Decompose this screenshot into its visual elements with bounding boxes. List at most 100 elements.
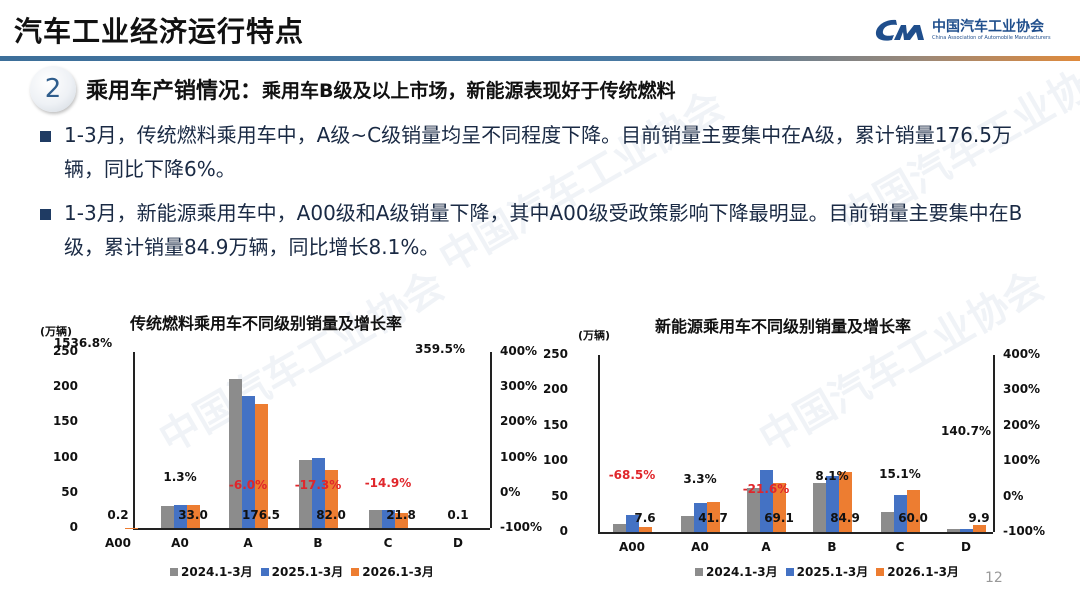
data-value-label: 21.8 (386, 508, 416, 522)
bar-2026 (638, 526, 652, 532)
y-tick-label: 0 (559, 524, 568, 538)
x-category-label: A (761, 540, 771, 554)
y2-tick-label: 200% (1003, 417, 1041, 432)
y-axis-left (133, 352, 135, 528)
bar-2024 (298, 460, 312, 528)
x-category-label: A (243, 536, 253, 550)
growth-rate-label: 3.3% (683, 472, 717, 486)
growth-rate-label: -21.6% (742, 482, 790, 496)
legend-item: 2026.1-3月 (351, 563, 434, 580)
chart-legend: 2024.1-3月 2025.1-3月 2026.1-3月 (695, 563, 967, 580)
legend-label: 2026.1-3月 (887, 565, 959, 579)
bar-2025 (173, 505, 187, 528)
x-axis (598, 532, 993, 534)
legend-swatch-icon (876, 567, 885, 576)
legend-item: 2026.1-3月 (876, 563, 959, 580)
x-category-label: D (961, 540, 971, 554)
legend-label: 2024.1-3月 (181, 565, 253, 579)
data-value-label: 82.0 (316, 508, 346, 522)
bar-2025 (311, 458, 325, 528)
growth-rate-label: 1.3% (163, 470, 197, 484)
bar-2025 (759, 469, 773, 532)
data-value-label: 41.7 (698, 511, 728, 525)
data-value-label: 69.1 (764, 511, 794, 525)
y-axis-right (490, 352, 492, 528)
logo-english-name: China Association of Automobile Manufact… (932, 34, 1051, 41)
legend-swatch-icon (351, 567, 360, 576)
y-tick-label: 50 (61, 484, 78, 499)
y-tick-label: 100 (542, 453, 568, 468)
y-tick-label: 150 (542, 417, 568, 432)
bullet-item: 1-3月，新能源乘用车中，A00级和A级销量下降，其中A00级受政策影响下降最明… (38, 196, 1048, 264)
section-heading: 2 乘用车产销情况： 乘用车B级及以上市场，新能源表现好于传统燃料 (30, 66, 676, 112)
y2-tick-label: 200% (500, 414, 538, 429)
legend-label: 2025.1-3月 (271, 565, 344, 579)
bar-2026 (254, 403, 268, 528)
y-axis-right (993, 355, 995, 532)
bullet-square-icon (40, 209, 51, 220)
legend-swatch-icon (695, 567, 703, 576)
header-divider (0, 56, 1080, 61)
growth-rate-label: 8.1% (815, 469, 849, 483)
data-value-label: 176.5 (242, 508, 280, 522)
y-tick-label: 0 (69, 520, 78, 534)
y-tick-label: 100 (52, 449, 78, 464)
bar-2025 (625, 514, 639, 532)
bar-2025 (893, 495, 907, 532)
data-value-label: 0.2 (107, 508, 129, 522)
legend-swatch-icon (170, 567, 178, 576)
bar-2026 (706, 502, 720, 532)
data-value-label: 33.0 (178, 508, 208, 522)
y-tick-label: 250 (542, 347, 568, 361)
data-value-label: 7.6 (634, 511, 656, 525)
y-tick-label: 200 (542, 382, 568, 397)
section-subtitle: 乘用车B级及以上市场，新能源表现好于传统燃料 (262, 79, 676, 102)
growth-rate-label: 140.7% (941, 424, 991, 438)
legend-swatch-icon (260, 567, 269, 576)
chart-title: 新能源乘用车不同级别销量及增长率 (655, 317, 912, 336)
growth-rate-label: -68.5% (608, 468, 656, 482)
x-category-label: A00 (619, 540, 645, 554)
bar-2024 (160, 506, 174, 528)
y2-tick-label: 0% (1003, 488, 1024, 503)
bar-2025 (959, 529, 973, 532)
bullet-text: 1-3月，传统燃料乘用车中，A级~C级销量均呈不同程度下降。目前销量主要集中在A… (64, 123, 1013, 181)
y-tick-label: 200 (52, 379, 78, 394)
y2-tick-label: -100% (500, 520, 543, 534)
bar-2025 (241, 395, 255, 528)
bar-2024 (228, 379, 242, 528)
section-number-badge: 2 (30, 66, 76, 112)
bullet-list: 1-3月，传统燃料乘用车中，A级~C级销量均呈不同程度下降。目前销量主要集中在A… (38, 118, 1048, 274)
bar-2025 (693, 503, 707, 532)
legend-label: 2024.1-3月 (706, 565, 778, 579)
bar-2026 (772, 483, 786, 532)
y-axis-left (598, 355, 600, 532)
data-value-label: 84.9 (830, 511, 860, 525)
y-tick-label: 250 (52, 344, 78, 358)
growth-rate-label: 359.5% (415, 342, 465, 356)
growth-rate-label: -6.0% (228, 478, 268, 492)
y2-tick-label: 100% (500, 449, 538, 464)
data-value-label: 60.0 (898, 511, 928, 525)
y2-tick-label: -100% (1003, 524, 1046, 538)
bar-2024 (612, 523, 626, 532)
bar-2026 (186, 504, 200, 528)
bar-2024 (680, 515, 694, 532)
bar-2024 (880, 512, 894, 532)
y2-tick-label: 400% (1003, 347, 1041, 361)
bar-2026 (394, 512, 408, 528)
x-category-label: A0 (171, 536, 189, 550)
growth-rate-label: 1536.8% (53, 336, 113, 350)
bar-2026 (838, 471, 852, 532)
bar-2024 (368, 509, 382, 528)
bar-2024 (746, 488, 760, 532)
data-value-label: 9.9 (968, 511, 990, 525)
legend-label: 2025.1-3月 (796, 565, 869, 579)
x-category-label: C (895, 540, 905, 554)
bar-2026 (324, 470, 338, 528)
growth-rate-label: -17.3% (294, 478, 342, 492)
page-title: 汽车工业经济运行特点 (14, 15, 305, 48)
y2-tick-label: 300% (500, 379, 538, 394)
y-axis-unit: (万辆) (578, 329, 611, 342)
